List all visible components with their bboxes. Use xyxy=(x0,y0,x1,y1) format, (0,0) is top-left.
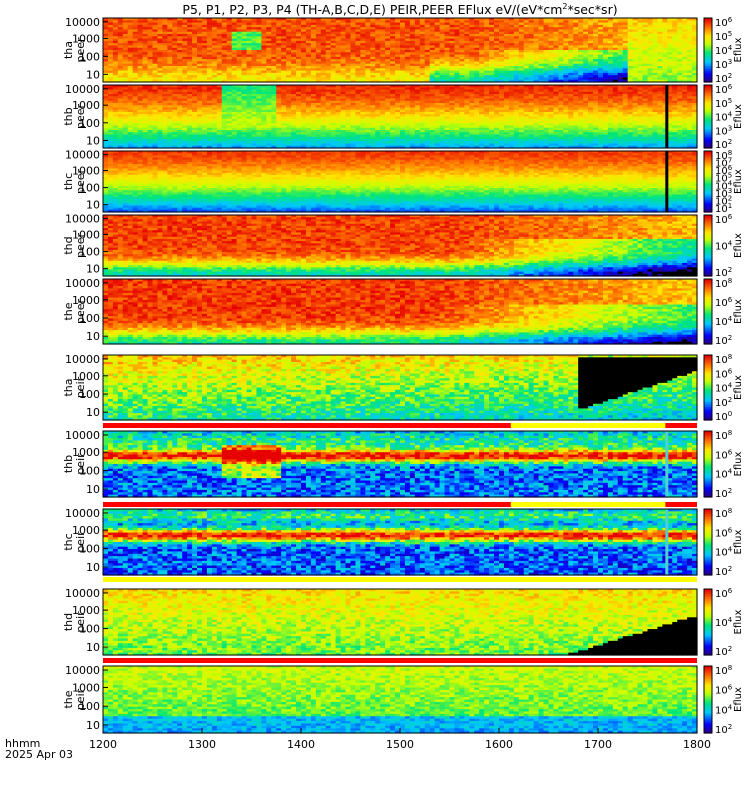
colorbar-tick-label: 104 xyxy=(715,44,733,57)
panel-peer_b: 10000100010010thbpeer106105104103102Eflu… xyxy=(62,83,744,151)
colorbar: 106105104103102Eflux xyxy=(704,16,744,85)
colorbar-tick-label: 106 xyxy=(715,16,733,29)
colorbar-tick-label: 103 xyxy=(715,58,732,71)
figure-title: P5, P1, P2, P3, P4 (TH-A,B,C,D,E) PEIR,P… xyxy=(182,2,617,17)
colorbar-tick-label: 105 xyxy=(715,30,732,43)
y-tick-label: 10000 xyxy=(65,16,100,29)
colorbar-label: Eflux xyxy=(733,37,744,62)
panel-peer_a: 10000100010010thapeer106105104103102Eflu… xyxy=(62,16,744,85)
y-tick-label: 10 xyxy=(86,68,100,81)
panel-ylabel: thapeer xyxy=(62,37,87,63)
panel-stack: 10000100010010thapeer106105104103102Eflu… xyxy=(62,16,744,736)
